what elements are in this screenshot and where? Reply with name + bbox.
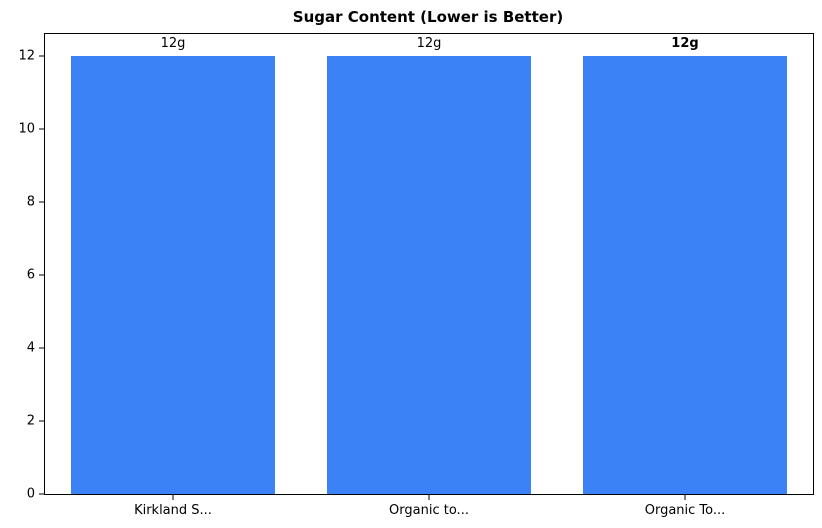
y-tick-label-0: 0 [26, 486, 35, 502]
x-tick-label-1: Organic to... [389, 503, 469, 518]
x-tick-mark-1 [428, 495, 430, 500]
bar-0 [70, 55, 276, 494]
x-tick-label-2: Organic To... [644, 503, 726, 518]
y-tick-mark-8 [39, 201, 44, 203]
bar-1 [326, 55, 532, 494]
bar-2 [582, 55, 788, 494]
y-tick-label-8: 8 [26, 194, 35, 210]
x-tick-mark-2 [684, 495, 686, 500]
y-tick-label-2: 2 [26, 413, 35, 429]
y-tick-mark-4 [39, 347, 44, 349]
y-tick-mark-10 [39, 128, 44, 130]
y-tick-mark-0 [39, 493, 44, 495]
bar-value-label-2: 12g [671, 35, 699, 51]
x-tick-label-0: Kirkland S... [134, 503, 212, 518]
y-tick-mark-6 [39, 274, 44, 276]
y-tick-mark-2 [39, 420, 44, 422]
plot-area: 12g Kirkland S... 12g Organic to... 12g Organ… [18, 33, 814, 518]
y-tick-label-12: 12 [18, 48, 35, 64]
y-tick-label-6: 6 [26, 267, 35, 283]
y-tick-label-4: 4 [26, 340, 35, 356]
y-tick-mark-12 [39, 55, 44, 57]
bar-value-label-1: 12g [416, 35, 442, 51]
bar-value-label-0: 12g [160, 35, 186, 51]
chart-title: Sugar Content (Lower is Better) [292, 8, 564, 26]
y-tick-label-10: 10 [18, 121, 35, 137]
x-tick-mark-0 [172, 495, 174, 500]
